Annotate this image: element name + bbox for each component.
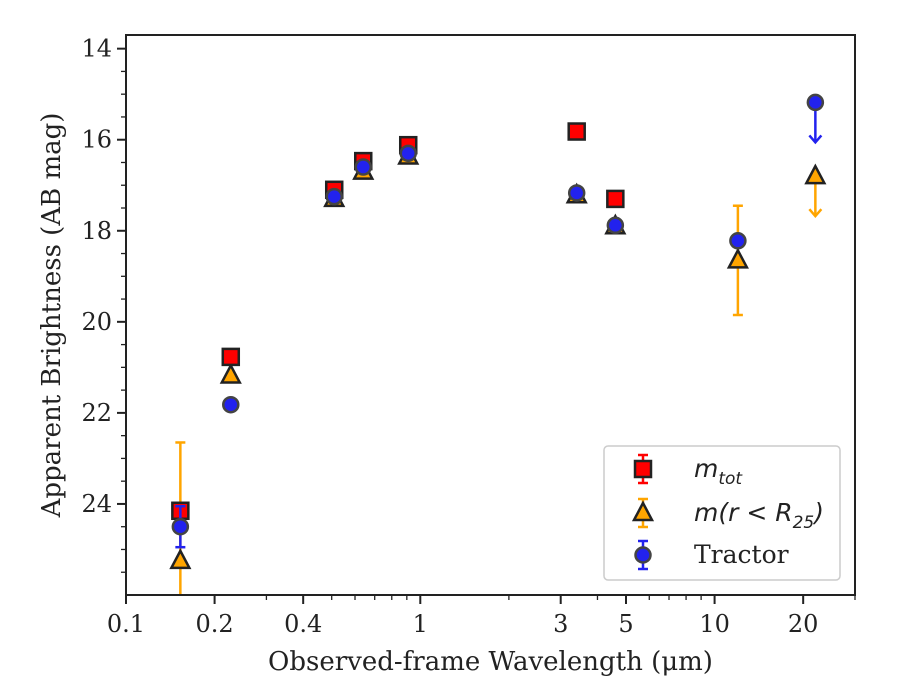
data-point bbox=[567, 184, 586, 202]
legend: mtot m(r < R25) Tractor bbox=[603, 445, 841, 581]
legend-label-sub: tot bbox=[718, 469, 743, 489]
y-tick-label: 24 bbox=[81, 490, 112, 518]
legend-entry-tractor: Tractor bbox=[634, 539, 789, 571]
data-point bbox=[221, 347, 241, 367]
data-point bbox=[171, 517, 190, 536]
y-tick-label: 18 bbox=[81, 217, 112, 245]
x-tick-label: 3 bbox=[553, 610, 568, 638]
y-axis-label: Apparent Brightness (AB mag) bbox=[37, 113, 67, 519]
y-tick-label: 14 bbox=[81, 35, 112, 63]
x-tick-label: 1 bbox=[413, 610, 428, 638]
legend-label-main: m(r < R bbox=[694, 498, 793, 527]
ticks-layer: 14 16 18 20 22 24 0.1 0.2 0.4 1 3 5 10 20 bbox=[81, 35, 856, 638]
x-tick-label: 20 bbox=[788, 610, 819, 638]
data-point bbox=[325, 187, 343, 206]
legend-marker bbox=[633, 459, 653, 479]
y-tick-label: 16 bbox=[81, 126, 112, 154]
legend-label-sub: 25 bbox=[793, 513, 815, 533]
data-point bbox=[606, 216, 625, 235]
legend-entry-mtot: mtot bbox=[633, 453, 743, 489]
legend-marker-triangle bbox=[631, 497, 655, 529]
data-point bbox=[567, 122, 586, 141]
legend-label-mr25: m(r < R25) bbox=[694, 498, 824, 533]
data-layer bbox=[169, 93, 827, 595]
x-tick-label: 5 bbox=[618, 610, 633, 638]
data-point bbox=[729, 232, 747, 250]
legend-label-mtot: mtot bbox=[694, 454, 743, 489]
data-point bbox=[399, 144, 417, 163]
legend-label-tail: ) bbox=[812, 498, 824, 527]
data-point bbox=[354, 158, 373, 176]
x-tick-label: 10 bbox=[699, 610, 730, 638]
x-axis-label: Observed-frame Wavelength (μm) bbox=[268, 647, 713, 677]
data-point bbox=[806, 93, 825, 112]
upper-limit-arrow bbox=[808, 208, 823, 219]
legend-box bbox=[603, 445, 841, 581]
data-point bbox=[606, 189, 625, 209]
legend-label-main: m bbox=[694, 454, 718, 483]
x-tick-label: 0.1 bbox=[107, 610, 145, 638]
legend-marker-circle bbox=[634, 539, 652, 571]
legend-marker bbox=[634, 546, 652, 564]
data-point bbox=[804, 163, 827, 185]
legend-marker bbox=[631, 500, 655, 522]
series-circle bbox=[171, 93, 825, 549]
legend-label-tractor: Tractor bbox=[694, 540, 789, 569]
series-square bbox=[171, 122, 625, 521]
axes-frame bbox=[125, 34, 856, 596]
data-point bbox=[726, 247, 749, 269]
legend-marker-square bbox=[633, 453, 653, 485]
upper-limit-arrow bbox=[808, 134, 823, 145]
data-point bbox=[222, 395, 240, 414]
x-tick-label: 0.2 bbox=[196, 610, 234, 638]
x-tick-label: 0.4 bbox=[284, 610, 322, 638]
data-point bbox=[169, 548, 192, 570]
legend-entry-mr25: m(r < R25) bbox=[631, 497, 824, 533]
y-tick-label: 22 bbox=[81, 399, 112, 427]
data-point bbox=[219, 362, 242, 384]
y-tick-label: 20 bbox=[81, 308, 112, 336]
